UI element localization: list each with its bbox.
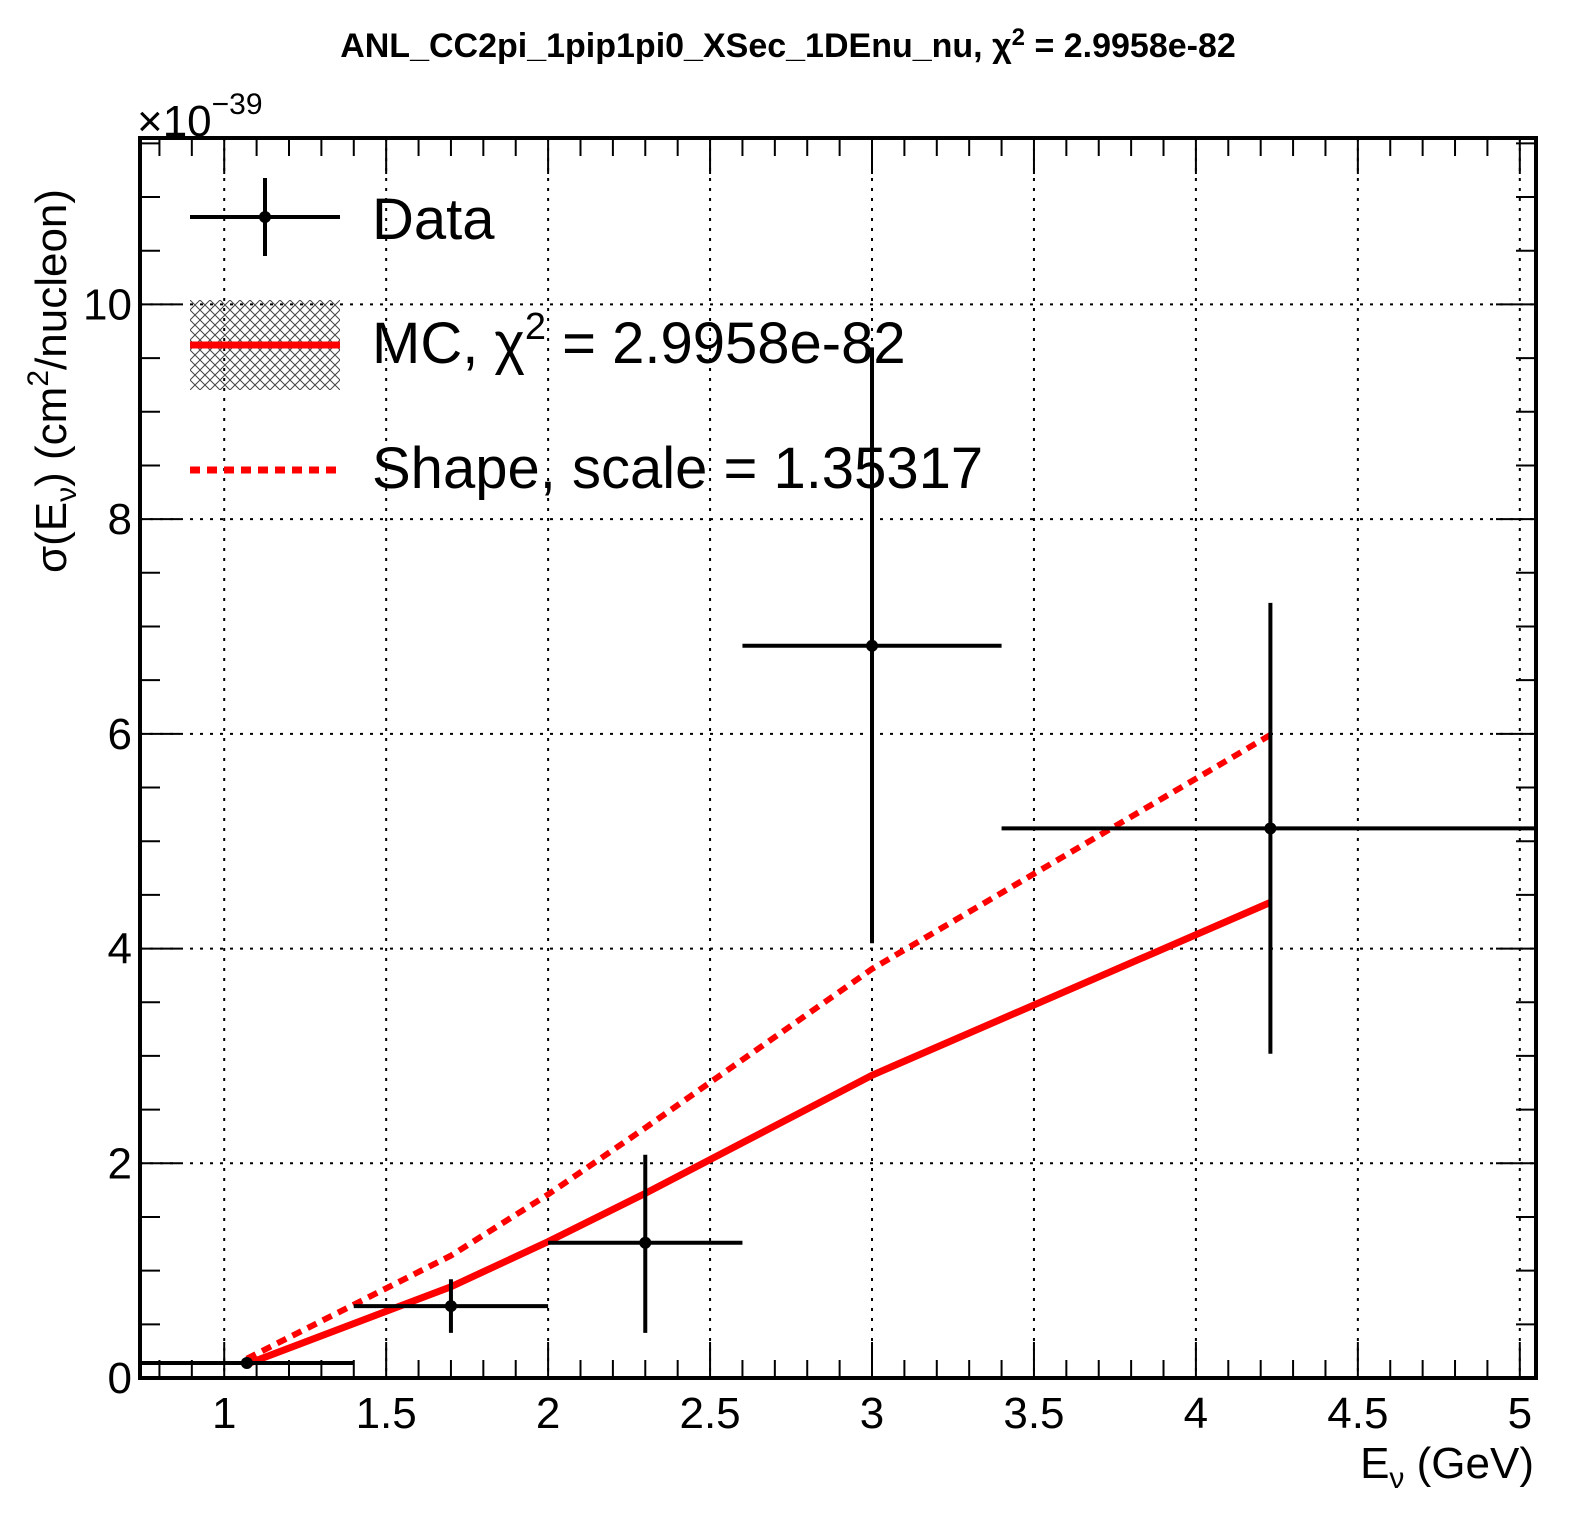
y-tick-labels: 0 2 4 6 8 10 [83,280,132,1403]
x-tick-label: 2 [536,1389,560,1438]
axis-ticks [140,138,1536,1379]
legend: Data MC, χ2 = 2.9958e-82 Shape, scale = … [190,178,983,501]
x-axis-label: Eν (GeV) [1360,1439,1534,1495]
legend-entry-mc: MC, χ2 = 2.9958e-82 [190,300,906,390]
legend-label-shape: Shape, scale = 1.35317 [372,436,983,501]
legend-entry-shape: Shape, scale = 1.35317 [190,436,983,501]
data-marker [240,1356,253,1369]
data-marker [444,1300,457,1313]
x-tick-label: 4 [1184,1389,1208,1438]
data-point [353,1279,549,1333]
series-data [140,347,1536,1369]
x-tick-label: 1.5 [356,1389,417,1438]
x-tick-label: 5 [1508,1389,1532,1438]
data-marker [1264,822,1277,835]
data-marker [866,639,879,652]
x-tick-label: 3.5 [1003,1389,1064,1438]
data-point [548,1154,743,1333]
series-shape-scaled [245,732,1272,1362]
grid-lines [140,138,1536,1378]
data-point [1001,602,1536,1054]
y-tick-label: 10 [83,280,132,329]
y-tick-label: 2 [108,1139,132,1188]
chart-title: ANL_CC2pi_1pip1pi0_XSec_1DEnu_nu, χ2 = 2… [340,24,1236,65]
y-tick-label: 4 [108,925,132,974]
data-point [742,347,1002,944]
x-tick-label: 2.5 [679,1389,740,1438]
y-tick-label: 6 [108,710,132,759]
legend-entry-data: Data [190,178,495,256]
legend-label-data: Data [372,187,495,252]
mc-line [245,899,1272,1368]
x-tick-label: 1 [212,1389,236,1438]
y-axis-label: σ(Eν) (cm2/nucleon) [22,189,83,573]
plot-frame [138,136,1538,1380]
shape-line [245,732,1272,1362]
data-marker [639,1236,652,1249]
x-tick-label: 3 [860,1389,884,1438]
legend-label-mc: MC, χ2 = 2.9958e-82 [372,306,906,376]
data-point [140,1356,354,1369]
series-mc [245,899,1272,1368]
x-tick-labels: 1 1.5 2 2.5 3 3.5 4 4.5 5 [212,1389,1532,1438]
x-tick-label: 4.5 [1327,1389,1388,1438]
y-tick-label: 0 [108,1354,132,1403]
y-tick-label: 8 [108,495,132,544]
